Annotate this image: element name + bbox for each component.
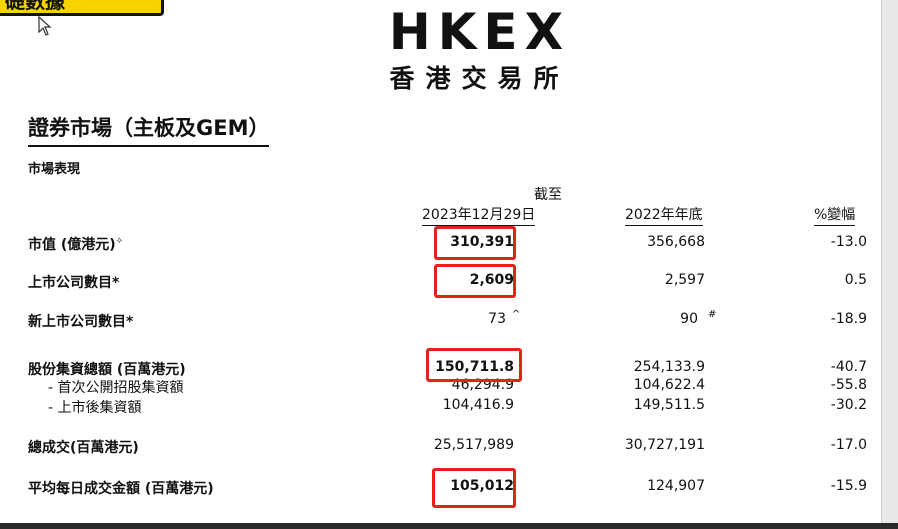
row-label-total-funds-raised: 股份集資總額 (百萬港元)	[28, 362, 186, 378]
window-edge-bottom	[0, 523, 898, 529]
col2-header: 2022年年底	[625, 204, 703, 226]
total-funds-2022: 254,133.9	[633, 359, 705, 375]
new-listings-change: -18.9	[830, 311, 867, 327]
market-cap-2023: 310,391	[450, 234, 514, 250]
logo-text-en: HKEX	[388, 3, 571, 61]
window-edge-right	[881, 0, 898, 529]
mouse-cursor-icon	[38, 16, 52, 36]
hkex-logo: HKEX 香港交易所	[377, 4, 582, 94]
total-turnover-2022: 30,727,191	[624, 437, 705, 453]
logo-text-zh: 香港交易所	[389, 64, 570, 93]
post-ipo-funds-change: -30.2	[830, 397, 867, 413]
highlight-box-avg-daily-turnover	[432, 468, 516, 508]
row-label-ipo-funds: - 首次公開招股集資額	[48, 380, 184, 396]
col1-header: 2023年12月29日	[422, 204, 536, 226]
listed-companies-2022: 2,597	[664, 272, 705, 288]
post-ipo-funds-2023: 104,416.9	[442, 397, 514, 413]
row-label-text: 市值 (億港元)	[28, 237, 116, 253]
col1-header-top: 截至	[534, 187, 562, 203]
row-label-avg-daily-turnover: 平均每日成交金額 (百萬港元)	[28, 481, 214, 497]
overlay-caption-banner: 礎數據	[0, 0, 164, 16]
market-cap-change: -13.0	[830, 234, 867, 250]
highlight-box-total-funds	[426, 348, 522, 382]
total-funds-change: -40.7	[830, 359, 867, 375]
row-label-listed-companies: 上市公司數目*	[28, 275, 120, 291]
ipo-funds-change: -55.8	[830, 377, 867, 393]
avg-daily-turnover-change: -15.9	[830, 478, 867, 494]
footnote-mark: ✧	[115, 236, 124, 247]
listed-companies-change: 0.5	[844, 272, 867, 288]
col3-header: %變幅	[814, 204, 856, 226]
new-listings-2023: 73	[488, 311, 506, 327]
row-label-new-listings: 新上市公司數目*	[28, 314, 134, 330]
market-cap-2022: 356,668	[647, 234, 705, 250]
total-turnover-change: -17.0	[830, 437, 867, 453]
row-label-total-turnover: 總成交(百萬港元)	[28, 440, 139, 456]
ipo-funds-2022: 104,622.4	[633, 377, 705, 393]
total-funds-2023: 150,711.8	[435, 359, 514, 375]
row-label-post-ipo-funds: - 上市後集資額	[48, 400, 142, 416]
footnote-hash: #	[708, 309, 717, 320]
highlight-box-market-cap	[434, 226, 516, 260]
avg-daily-turnover-2022: 124,907	[647, 478, 705, 494]
row-label-market-cap: 市值 (億港元)✧	[28, 234, 123, 254]
footnote-caret: ^	[512, 309, 521, 320]
document-title: 證券市場（主板及GEM）	[28, 112, 270, 147]
new-listings-2022: 90	[680, 311, 698, 327]
section-heading: 市場表現	[28, 162, 81, 177]
post-ipo-funds-2022: 149,511.5	[633, 397, 705, 413]
avg-daily-turnover-2023: 105,012	[450, 478, 514, 494]
listed-companies-2023: 2,609	[469, 272, 514, 288]
total-turnover-2023: 25,517,989	[433, 437, 514, 453]
highlight-box-listed-companies	[434, 264, 516, 298]
